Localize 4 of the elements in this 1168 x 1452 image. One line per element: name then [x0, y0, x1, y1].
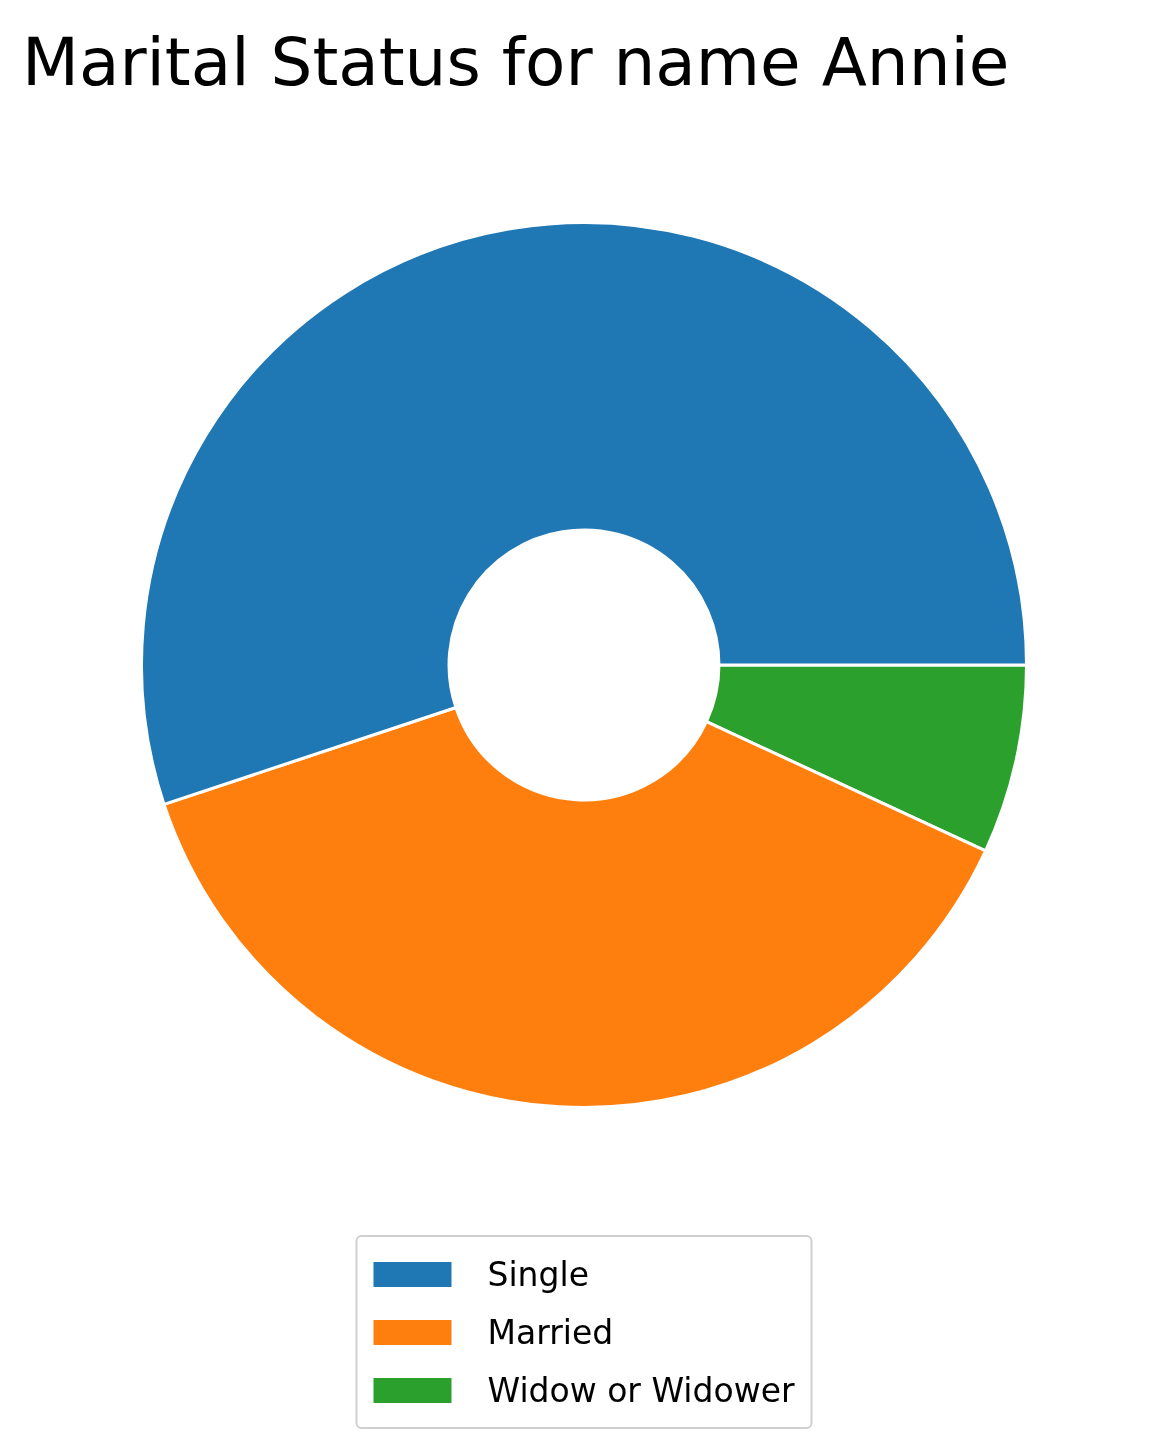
chart-title: Marital Status for name Annie — [22, 23, 1010, 103]
legend-label: Married — [487, 1312, 614, 1352]
legend-label: Single — [487, 1254, 589, 1294]
legend-label: Widow or Widower — [487, 1370, 795, 1410]
